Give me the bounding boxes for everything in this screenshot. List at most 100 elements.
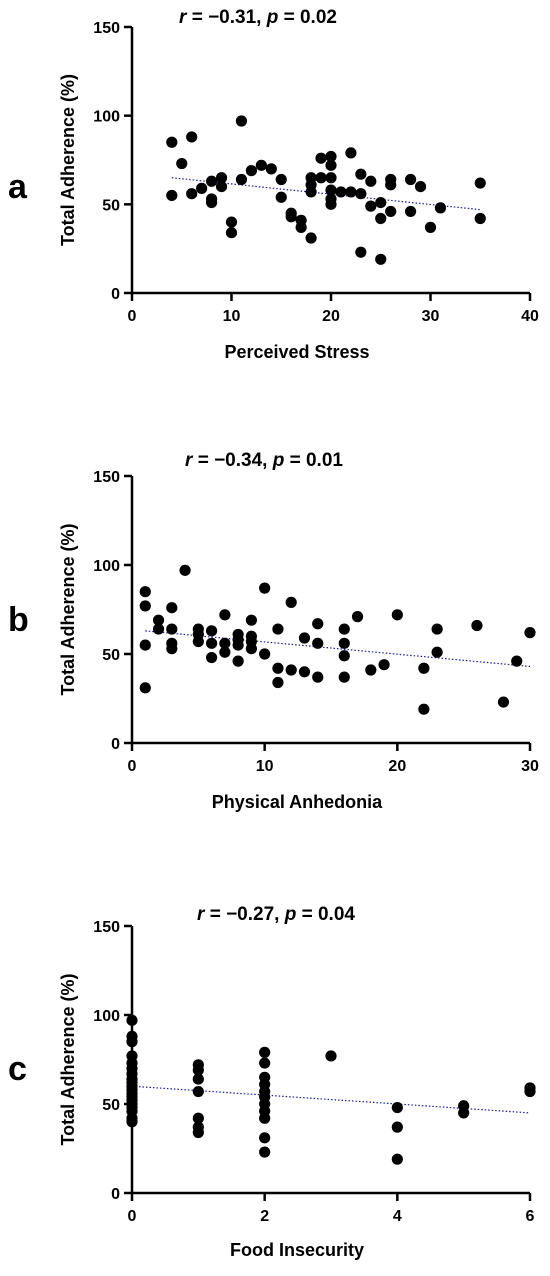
y-tick-label: 50 bbox=[102, 1097, 120, 1114]
data-point bbox=[365, 664, 377, 676]
data-point bbox=[245, 165, 257, 177]
data-point bbox=[405, 173, 417, 186]
data-point bbox=[315, 172, 327, 184]
x-tick-label: 0 bbox=[128, 308, 137, 325]
data-point bbox=[272, 623, 284, 635]
data-point bbox=[192, 1064, 204, 1076]
data-point bbox=[474, 177, 486, 189]
data-point bbox=[335, 186, 347, 198]
x-tick-label: 30 bbox=[521, 758, 539, 775]
data-point bbox=[338, 671, 350, 683]
title-p-symbol: p bbox=[272, 450, 285, 471]
data-point bbox=[166, 643, 178, 655]
data-point bbox=[206, 196, 218, 209]
x-tick-label: 2 bbox=[260, 1208, 269, 1225]
data-point bbox=[391, 1101, 403, 1114]
y-tick-label: 0 bbox=[111, 286, 120, 303]
x-tick-label: 40 bbox=[521, 308, 539, 325]
data-point bbox=[225, 227, 238, 239]
y-axis-label: Total Adherence (%) bbox=[58, 523, 78, 695]
title-r-symbol: r bbox=[185, 450, 194, 471]
data-point bbox=[206, 625, 218, 637]
chart-panel-c: c r = −0.27, p = 0.04 0 50 100 150 0 2 4 6 Food In… bbox=[8, 904, 536, 1260]
title-p-symbol: p bbox=[266, 7, 279, 28]
data-point bbox=[355, 168, 367, 180]
data-point bbox=[355, 246, 367, 258]
data-point bbox=[312, 671, 324, 683]
data-point bbox=[235, 115, 248, 127]
data-point bbox=[497, 696, 510, 708]
data-point bbox=[338, 637, 350, 649]
data-point bbox=[298, 666, 311, 678]
data-point bbox=[166, 602, 178, 614]
data-point bbox=[338, 650, 350, 662]
chart-panel-a: a r = −0.31, p = 0.02 0 50 100 150 0 10 20 30 40 Pe… bbox=[8, 7, 539, 362]
data-point bbox=[139, 600, 151, 612]
x-tick-label: 30 bbox=[422, 308, 440, 325]
y-axis-label: Total Adherence (%) bbox=[58, 973, 78, 1145]
data-point bbox=[259, 1046, 271, 1058]
trendline bbox=[145, 630, 531, 668]
data-point bbox=[285, 664, 297, 676]
data-point bbox=[285, 211, 297, 223]
data-point bbox=[305, 232, 317, 244]
data-point bbox=[385, 179, 397, 191]
data-point bbox=[285, 596, 297, 608]
data-point bbox=[139, 639, 151, 651]
data-point bbox=[325, 198, 337, 210]
data-point bbox=[524, 1085, 536, 1098]
trendline bbox=[131, 1085, 531, 1114]
data-point bbox=[206, 637, 218, 649]
x-tick-label: 20 bbox=[388, 758, 406, 775]
data-point bbox=[245, 643, 257, 655]
data-point bbox=[259, 582, 271, 594]
y-tick-label: 150 bbox=[93, 469, 120, 486]
data-point bbox=[414, 181, 427, 193]
panel-letter: b bbox=[8, 601, 29, 639]
data-point bbox=[338, 623, 350, 635]
data-point bbox=[192, 1112, 204, 1124]
data-point bbox=[434, 202, 447, 214]
data-point bbox=[186, 131, 198, 143]
data-point bbox=[126, 1116, 138, 1128]
data-point bbox=[405, 205, 417, 218]
y-tick-label: 0 bbox=[111, 1186, 120, 1203]
data-point bbox=[325, 159, 337, 171]
data-point bbox=[315, 152, 327, 164]
panel-letter: c bbox=[8, 1050, 27, 1088]
x-axis-label: Perceived Stress bbox=[224, 342, 369, 362]
correlation-title: r = −0.34, p = 0.01 bbox=[185, 450, 343, 471]
y-tick-label: 100 bbox=[93, 558, 120, 575]
data-point bbox=[259, 1057, 271, 1069]
data-point bbox=[126, 1036, 138, 1048]
data-point bbox=[424, 221, 437, 233]
data-point bbox=[272, 662, 284, 674]
title-r-symbol: r bbox=[179, 7, 188, 28]
data-point bbox=[152, 623, 165, 635]
data-point bbox=[275, 191, 287, 203]
x-tick-label: 10 bbox=[256, 758, 274, 775]
data-point bbox=[458, 1107, 470, 1119]
title-p-symbol: p bbox=[284, 904, 297, 925]
data-point bbox=[259, 1132, 271, 1144]
title-r-text: = −0.31, bbox=[186, 7, 266, 28]
title-p-text: = 0.04 bbox=[296, 904, 355, 925]
data-point bbox=[219, 646, 231, 658]
x-axis-label: Food Insecurity bbox=[230, 1240, 364, 1260]
x-tick-label: 10 bbox=[223, 308, 241, 325]
data-point bbox=[245, 614, 257, 626]
data-point bbox=[192, 1126, 204, 1139]
data-point bbox=[166, 189, 178, 202]
data-point bbox=[385, 205, 397, 218]
data-point bbox=[139, 682, 151, 694]
data-point bbox=[275, 173, 287, 186]
data-point bbox=[312, 637, 324, 649]
x-axis-label: Physical Anhedonia bbox=[212, 792, 383, 812]
chart-panel-b: b r = −0.34, p = 0.01 0 50 100 150 0 10 20 30 Phys… bbox=[8, 450, 539, 812]
data-point bbox=[474, 212, 486, 225]
y-tick-label: 100 bbox=[93, 109, 120, 126]
title-r-text: = −0.27, bbox=[204, 904, 284, 925]
data-point bbox=[345, 147, 357, 159]
data-point bbox=[196, 182, 208, 194]
